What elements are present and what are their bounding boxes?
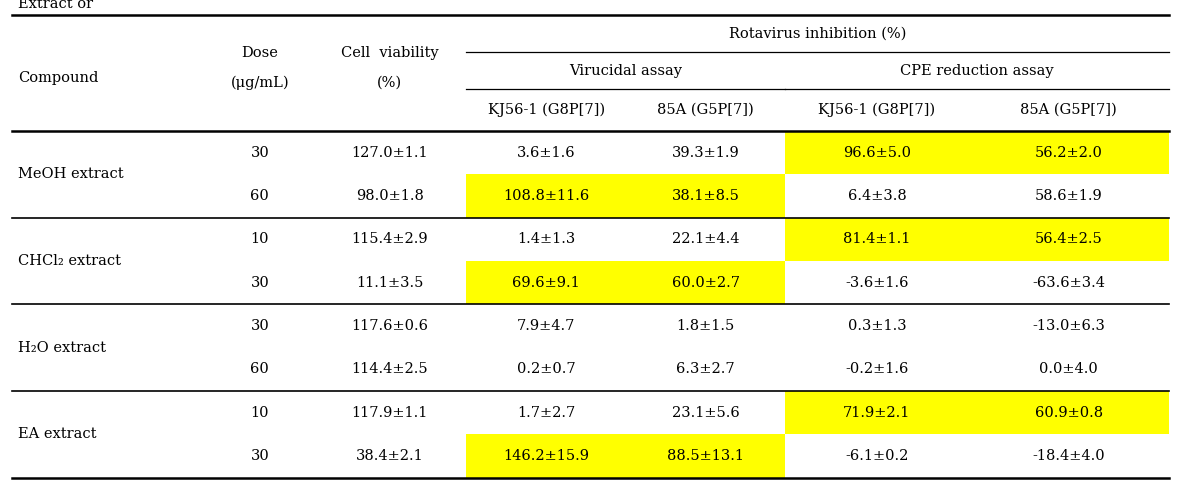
Text: 10: 10 [250,233,269,247]
Text: 23.1±5.6: 23.1±5.6 [672,406,739,420]
Text: 127.0±1.1: 127.0±1.1 [352,146,428,160]
Bar [466,434,785,478]
Text: Rotavirus inhibition (%): Rotavirus inhibition (%) [729,26,907,41]
Text: 69.6±9.1: 69.6±9.1 [513,276,580,290]
Text: 56.2±2.0: 56.2±2.0 [1035,146,1103,160]
Text: -18.4±4.0: -18.4±4.0 [1032,449,1105,463]
Text: 38.1±8.5: 38.1±8.5 [672,189,739,203]
Text: 38.4±2.1: 38.4±2.1 [355,449,424,463]
Text: 117.6±0.6: 117.6±0.6 [351,319,429,333]
Text: 81.4±1.1: 81.4±1.1 [843,233,911,247]
Text: 3.6±1.6: 3.6±1.6 [517,146,575,160]
Text: EA extract: EA extract [18,427,96,442]
Text: 0.3±1.3: 0.3±1.3 [848,319,906,333]
Text: -3.6±1.6: -3.6±1.6 [846,276,908,290]
Text: -13.0±6.3: -13.0±6.3 [1032,319,1105,333]
Text: (%): (%) [377,76,403,90]
Text: 146.2±15.9: 146.2±15.9 [503,449,589,463]
Text: -63.6±3.4: -63.6±3.4 [1032,276,1105,290]
Text: 30: 30 [250,319,269,333]
Text: 117.9±1.1: 117.9±1.1 [352,406,428,420]
Text: 7.9±4.7: 7.9±4.7 [517,319,575,333]
Text: 85A (G5P[7]): 85A (G5P[7]) [658,103,753,117]
Text: Dose: Dose [241,46,279,60]
Text: KJ56-1 (G8P[7]): KJ56-1 (G8P[7]) [488,103,605,117]
Text: 56.4±2.5: 56.4±2.5 [1035,233,1103,247]
Text: 71.9±2.1: 71.9±2.1 [843,406,911,420]
Text: KJ56-1 (G8P[7]): KJ56-1 (G8P[7]) [818,103,935,117]
Text: 98.0±1.8: 98.0±1.8 [355,189,424,203]
Text: 6.4±3.8: 6.4±3.8 [848,189,906,203]
Bar [466,174,785,218]
Text: 88.5±13.1: 88.5±13.1 [667,449,744,463]
Text: Virucidal assay: Virucidal assay [569,63,683,78]
Text: 115.4±2.9: 115.4±2.9 [352,233,428,247]
Text: 30: 30 [250,276,269,290]
Text: (μg/mL): (μg/mL) [230,76,289,90]
Text: 60: 60 [250,189,269,203]
Text: 30: 30 [250,146,269,160]
Bar [785,131,1169,174]
Text: 39.3±1.9: 39.3±1.9 [672,146,739,160]
Text: 1.8±1.5: 1.8±1.5 [677,319,735,333]
Text: 1.7±2.7: 1.7±2.7 [517,406,575,420]
Text: -6.1±0.2: -6.1±0.2 [846,449,908,463]
Text: 85A (G5P[7]): 85A (G5P[7]) [1020,103,1117,117]
Text: -0.2±1.6: -0.2±1.6 [846,362,908,376]
Text: 60.0±2.7: 60.0±2.7 [672,276,739,290]
Text: MeOH extract: MeOH extract [18,167,123,182]
Bar [785,391,1169,434]
Text: 22.1±4.4: 22.1±4.4 [672,233,739,247]
Bar [466,261,785,304]
Bar [785,218,1169,261]
Text: 11.1±3.5: 11.1±3.5 [355,276,424,290]
Text: 6.3±2.7: 6.3±2.7 [677,362,735,376]
Text: CHCl₂ extract: CHCl₂ extract [18,254,120,268]
Text: 0.0±4.0: 0.0±4.0 [1039,362,1098,376]
Text: 10: 10 [250,406,269,420]
Text: 114.4±2.5: 114.4±2.5 [352,362,428,376]
Text: CPE reduction assay: CPE reduction assay [900,63,1055,78]
Text: Extract or: Extract or [18,0,93,11]
Text: Compound: Compound [18,71,98,85]
Text: 60.9±0.8: 60.9±0.8 [1035,406,1103,420]
Text: 0.2±0.7: 0.2±0.7 [517,362,575,376]
Text: 96.6±5.0: 96.6±5.0 [843,146,911,160]
Text: 58.6±1.9: 58.6±1.9 [1035,189,1103,203]
Text: 60: 60 [250,362,269,376]
Text: 1.4±1.3: 1.4±1.3 [517,233,575,247]
Text: 30: 30 [250,449,269,463]
Text: Cell  viability: Cell viability [341,46,438,60]
Text: H₂O extract: H₂O extract [18,341,106,355]
Text: 108.8±11.6: 108.8±11.6 [503,189,589,203]
